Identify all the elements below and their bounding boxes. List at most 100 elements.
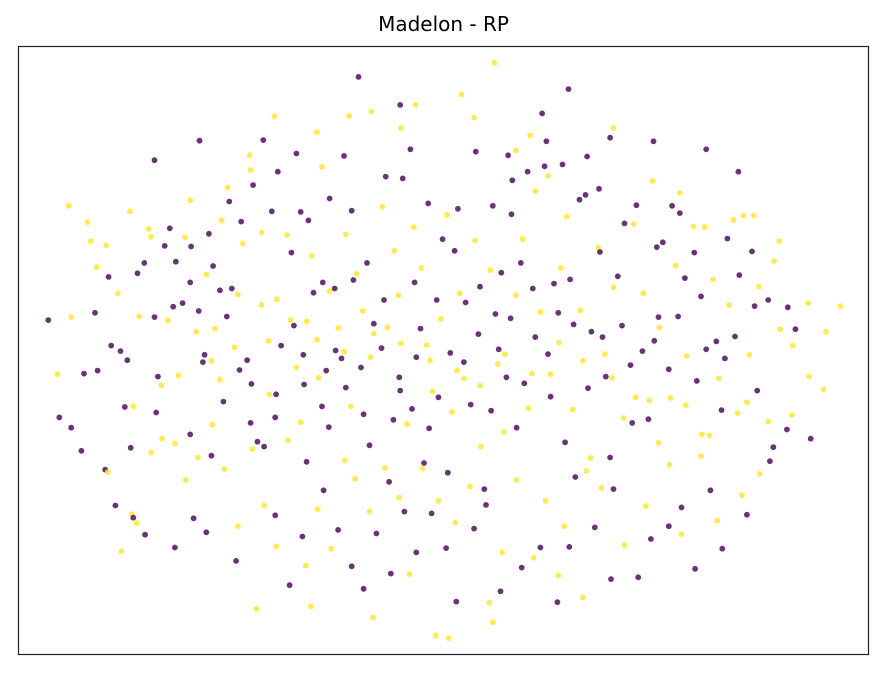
scatter-point-class-0: [142, 532, 148, 538]
scatter-point-class-0: [577, 197, 583, 203]
scatter-point-class-1: [407, 571, 413, 577]
scatter-point-class-0: [719, 546, 725, 552]
scatter-point-class-0: [197, 138, 203, 144]
scatter-point-class-0: [413, 550, 419, 556]
scatter-point-class-0: [619, 323, 625, 329]
scatter-point-class-1: [668, 395, 674, 401]
scatter-point-class-1: [115, 290, 121, 296]
scatter-point-class-0: [784, 427, 790, 433]
scatter-point-class-1: [806, 374, 812, 380]
scatter-point-class-0: [770, 444, 776, 450]
scatter-point-class-1: [777, 326, 783, 332]
scatter-point-class-0: [191, 515, 197, 521]
scatter-point-class-0: [477, 284, 483, 290]
scatter-point-class-0: [708, 487, 714, 493]
scatter-point-class-0: [300, 352, 306, 358]
scatter-point-class-0: [765, 297, 771, 303]
scatter-point-class-1: [398, 125, 404, 131]
scatter-point-class-0: [396, 374, 402, 380]
scatter-point-class-1: [232, 345, 238, 351]
scatter-point-class-0: [391, 417, 397, 423]
scatter-point-class-1: [396, 292, 402, 298]
scatter-point-class-1: [254, 606, 260, 612]
scatter-point-class-0: [629, 420, 635, 426]
scatter-point-class-1: [673, 263, 679, 269]
scatter-point-class-0: [493, 311, 499, 317]
scatter-point-class-1: [633, 394, 639, 400]
scatter-point-class-0: [453, 599, 459, 605]
scatter-point-class-1: [382, 465, 388, 471]
scatter-point-class-0: [301, 382, 307, 388]
scatter-point-class-0: [343, 385, 349, 391]
scatter-point-class-1: [316, 375, 322, 381]
scatter-point-class-1: [130, 404, 136, 410]
scatter-point-class-0: [81, 371, 87, 377]
scatter-point-class-1: [735, 410, 741, 416]
scatter-point-class-0: [749, 249, 755, 255]
scatter-point-class-1: [790, 343, 796, 349]
scatter-point-class-1: [744, 399, 750, 405]
scatter-point-class-0: [408, 146, 414, 152]
scatter-point-class-0: [675, 314, 681, 320]
scatter-point-class-0: [170, 304, 176, 310]
scatter-point-class-0: [272, 415, 278, 421]
scatter-point-class-1: [756, 284, 762, 290]
scatter-point-class-0: [600, 334, 606, 340]
scatter-point-class-0: [572, 474, 578, 480]
scatter-point-class-0: [481, 486, 487, 492]
scatter-point-class-1: [165, 318, 171, 324]
scatter-point-class-1: [459, 92, 465, 98]
scatter-point-class-0: [45, 317, 51, 323]
scatter-point-class-1: [225, 185, 231, 191]
scatter-point-class-1: [266, 338, 272, 344]
scatter-point-class-0: [381, 297, 387, 303]
scatter-point-class-0: [226, 199, 232, 205]
scatter-point-class-1: [477, 383, 483, 389]
scatter-point-class-0: [402, 509, 408, 515]
scatter-point-class-1: [385, 325, 391, 331]
scatter-point-class-1: [457, 290, 463, 296]
scatter-point-class-0: [68, 425, 74, 431]
scatter-point-class-1: [765, 419, 771, 425]
scatter-point-class-1: [68, 314, 74, 320]
scatter-point-class-0: [440, 236, 446, 242]
scatter-point-class-0: [238, 219, 244, 225]
scatter-point-class-0: [694, 378, 700, 384]
scatter-point-class-0: [483, 502, 489, 508]
scatter-point-class-1: [454, 368, 460, 374]
scatter-point-class-0: [703, 146, 709, 152]
scatter-point-class-1: [622, 542, 628, 548]
scatter-point-class-0: [736, 169, 742, 175]
scatter-point-class-0: [260, 137, 266, 143]
scatter-point-class-1: [379, 204, 385, 210]
scatter-point-class-1: [499, 550, 505, 556]
scatter-point-class-0: [210, 263, 216, 269]
scatter-point-class-0: [560, 162, 566, 168]
scatter-point-class-0: [172, 545, 178, 551]
scatter-point-class-1: [741, 213, 747, 219]
scatter-point-class-0: [349, 208, 355, 214]
scatter-point-class-1: [413, 102, 419, 108]
scatter-point-class-1: [513, 292, 519, 298]
scatter-point-class-1: [309, 253, 315, 259]
scatter-point-class-0: [461, 359, 467, 365]
scatter-point-class-0: [188, 244, 194, 250]
scatter-point-class-1: [368, 109, 374, 115]
scatter-point-class-1: [55, 371, 61, 377]
scatter-point-class-0: [128, 445, 134, 451]
scatter-point-class-1: [621, 415, 627, 421]
scatter-point-class-1: [433, 633, 439, 639]
scatter-point-class-1: [266, 391, 272, 397]
scatter-point-class-1: [570, 407, 576, 413]
scatter-point-class-0: [808, 436, 814, 442]
scatter-point-class-1: [611, 284, 617, 290]
scatter-point-class-1: [580, 594, 586, 600]
scatter-point-class-0: [118, 348, 124, 354]
scatter-point-class-0: [532, 334, 538, 340]
scatter-point-class-1: [352, 476, 358, 482]
scatter-point-class-1: [411, 224, 417, 230]
scatter-point-class-0: [162, 243, 168, 249]
scatter-point-class-1: [487, 600, 493, 606]
scatter-point-class-1: [134, 520, 140, 526]
scatter-point-class-1: [472, 238, 478, 244]
